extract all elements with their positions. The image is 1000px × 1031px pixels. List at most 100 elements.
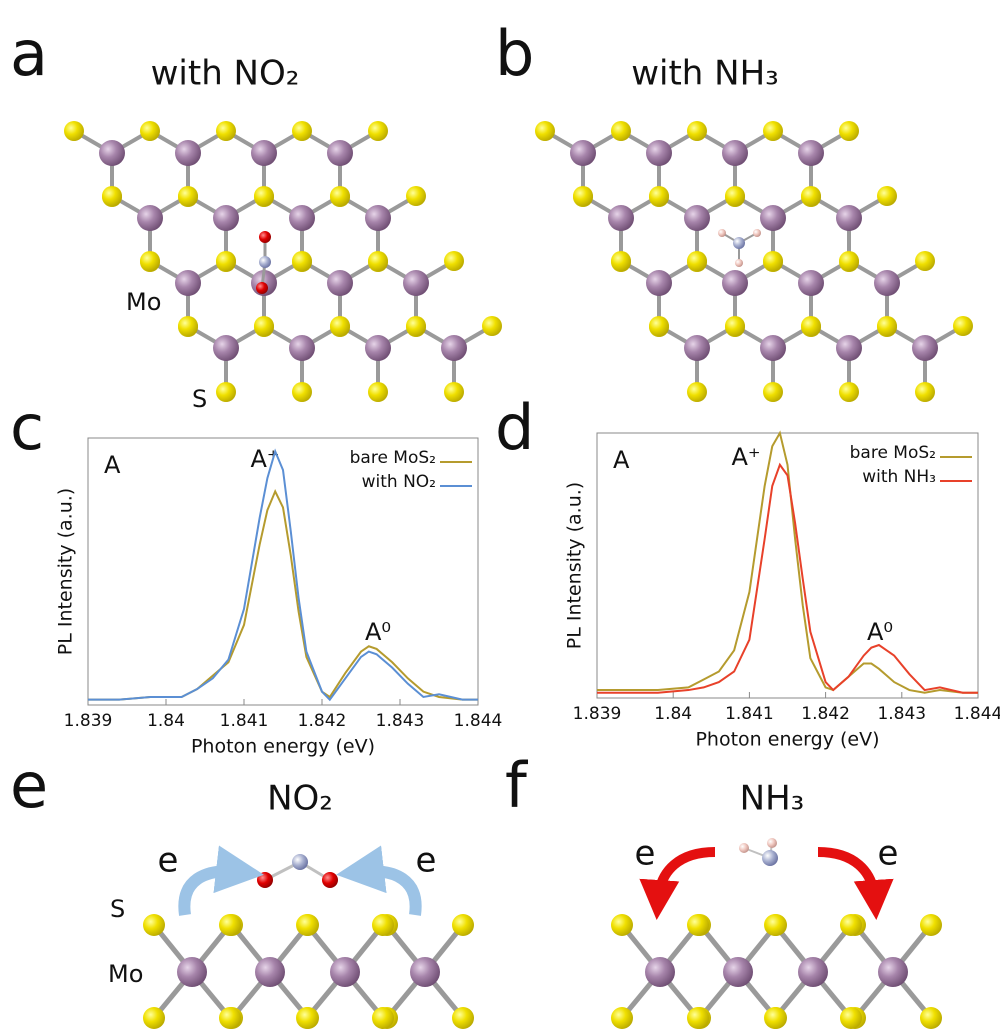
panel-label: a — [10, 17, 48, 90]
peak-label: A⁺ — [731, 443, 760, 471]
sulfur-atom — [920, 914, 942, 936]
sulfur-atom — [687, 121, 707, 141]
sulfur-atom — [877, 316, 897, 336]
mo-atom — [798, 957, 828, 987]
mo-atom — [410, 957, 440, 987]
molecule-label: NO₂ — [267, 779, 333, 819]
sulfur-atom — [216, 382, 236, 402]
mo-atom — [289, 335, 315, 361]
sulfur-atom — [687, 914, 709, 936]
x-tick-label: 1.842 — [298, 711, 347, 731]
sulfur-atom — [64, 121, 84, 141]
sulfur-atom — [372, 1007, 394, 1029]
mo-atom — [365, 205, 391, 231]
sulfur-atom — [372, 914, 394, 936]
sulfur-atom — [216, 121, 236, 141]
sulfur-atom — [573, 186, 593, 206]
mo-atom — [175, 140, 201, 166]
x-tick-label: 1.839 — [64, 711, 113, 731]
panel-label: b — [495, 17, 534, 90]
sulfur-atom — [297, 1007, 319, 1029]
x-tick-label: 1.841 — [220, 711, 269, 731]
sulfur-atom — [763, 121, 783, 141]
sulfur-atom — [763, 382, 783, 402]
mo-atom — [213, 205, 239, 231]
oxygen-atom — [322, 872, 338, 888]
oxygen-atom — [256, 282, 268, 294]
oxygen-atom — [257, 872, 273, 888]
atom-label: Mo — [126, 288, 161, 316]
data-line — [597, 465, 978, 693]
sulfur-atom — [330, 316, 350, 336]
sulfur-atom — [140, 251, 160, 271]
mo-atom — [213, 335, 239, 361]
panel-title: with NO₂ — [151, 54, 300, 94]
sulfur-atom — [725, 186, 745, 206]
mo-atom — [645, 957, 675, 987]
mo-atom — [137, 205, 163, 231]
sulfur-atom — [482, 316, 502, 336]
sulfur-atom — [839, 121, 859, 141]
sulfur-atom — [725, 316, 745, 336]
sulfur-atom — [368, 121, 388, 141]
nitrogen-atom — [733, 237, 745, 249]
mo-atom — [175, 270, 201, 296]
sulfur-atom — [801, 186, 821, 206]
sulfur-atom — [254, 316, 274, 336]
hydrogen-atom — [739, 843, 749, 853]
mo-atom — [570, 140, 596, 166]
sulfur-atom — [140, 121, 160, 141]
atom-label: Mo — [108, 960, 143, 988]
sulfur-atom — [611, 1007, 633, 1029]
sulfur-atom — [452, 1007, 474, 1029]
mo-atom — [646, 140, 672, 166]
mo-atom — [684, 205, 710, 231]
corner-label: A — [613, 446, 630, 474]
sulfur-atom — [649, 186, 669, 206]
mo-atom — [874, 270, 900, 296]
mo-atom — [289, 205, 315, 231]
legend-label: bare MoS₂ — [350, 448, 436, 468]
sulfur-atom — [915, 251, 935, 271]
sulfur-atom — [915, 382, 935, 402]
sulfur-atom — [406, 316, 426, 336]
sulfur-atom — [330, 186, 350, 206]
panel-title: with NH₃ — [631, 54, 779, 94]
sulfur-atom — [763, 251, 783, 271]
x-tick-label: 1.844 — [454, 711, 503, 731]
x-tick-label: 1.843 — [877, 704, 926, 724]
mo-atom — [798, 140, 824, 166]
sulfur-atom — [611, 914, 633, 936]
x-tick-label: 1.839 — [573, 704, 622, 724]
mo-atom — [255, 957, 285, 987]
sulfur-atom — [297, 914, 319, 936]
sulfur-atom — [687, 382, 707, 402]
sulfur-atom — [839, 251, 859, 271]
x-tick-label: 1.842 — [801, 704, 850, 724]
sulfur-atom — [219, 914, 241, 936]
mo-atom — [441, 335, 467, 361]
electron-arrow — [360, 871, 416, 915]
sulfur-atom — [102, 186, 122, 206]
mo-atom — [646, 270, 672, 296]
nitrogen-atom — [762, 850, 778, 866]
sulfur-atom — [611, 251, 631, 271]
x-tick-label: 1.843 — [376, 711, 425, 731]
sulfur-atom — [765, 1007, 787, 1029]
mo-atom — [722, 270, 748, 296]
y-axis-label: PL Intensity (a.u.) — [564, 482, 586, 649]
mo-atom — [723, 957, 753, 987]
mo-atom — [177, 957, 207, 987]
mo-atom — [836, 335, 862, 361]
figure: a with NO₂ Mo S b with NH₃ c d e NO₂ e e… — [0, 0, 1000, 1031]
mo-atom — [99, 140, 125, 166]
sulfur-atom — [292, 382, 312, 402]
mo-atom — [330, 957, 360, 987]
panel-label: d — [495, 391, 534, 464]
sulfur-atom — [178, 316, 198, 336]
x-axis-label: Photon energy (eV) — [695, 729, 879, 751]
hydrogen-atom — [735, 259, 743, 267]
sulfur-atom — [687, 1007, 709, 1029]
sulfur-atom — [216, 251, 236, 271]
panel-label: f — [505, 749, 529, 822]
